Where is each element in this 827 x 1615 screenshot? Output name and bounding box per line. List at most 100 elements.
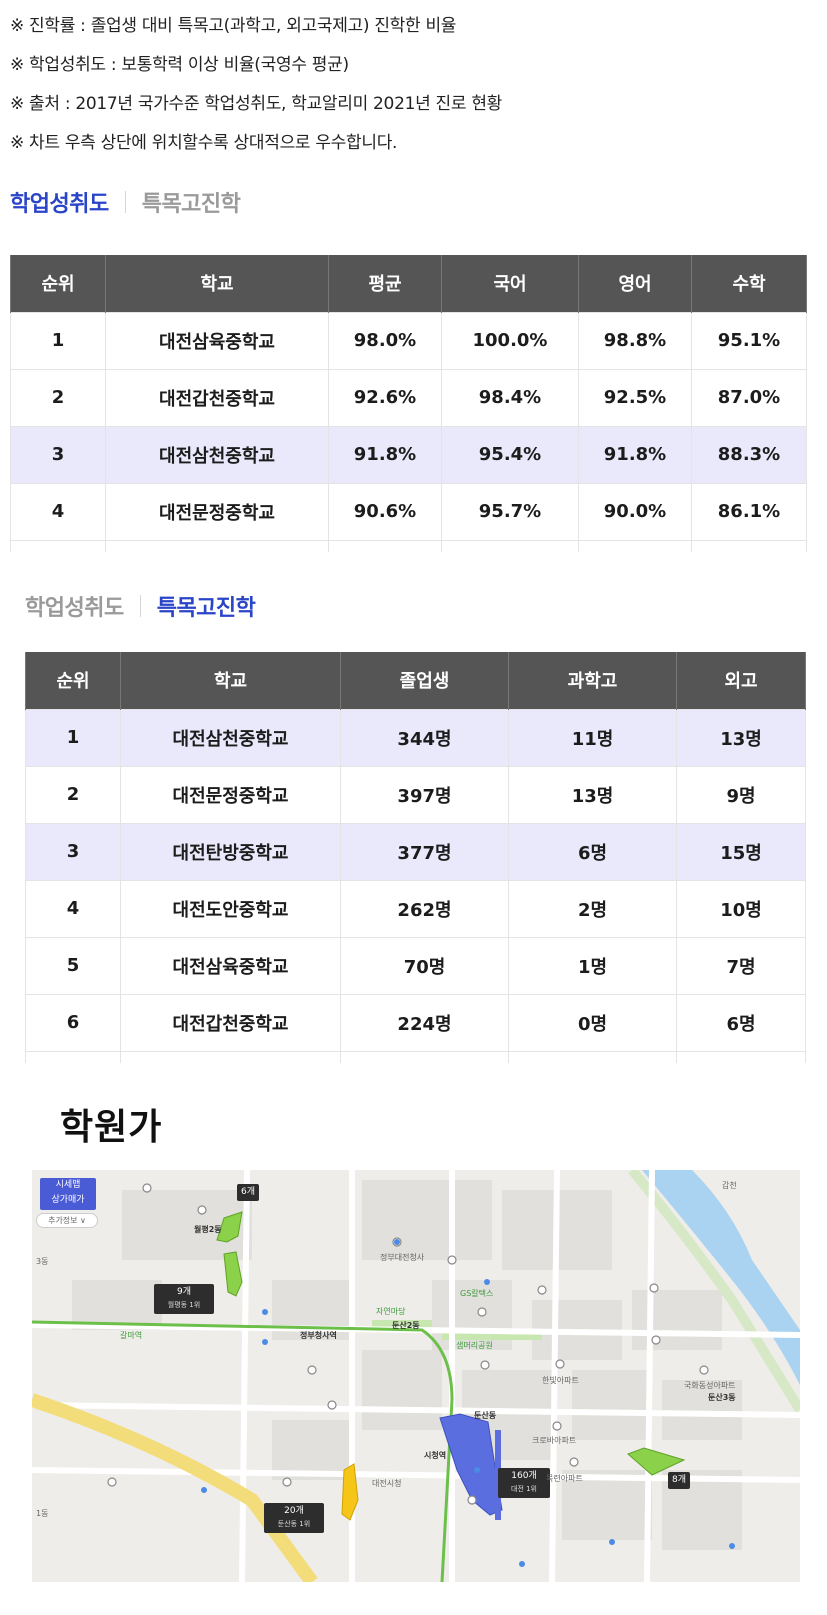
table-header-row: 순위 학교 졸업생 과학고 외고 bbox=[25, 652, 806, 709]
map-place-label: 시청역 bbox=[424, 1451, 447, 1460]
cell-rank: 2 bbox=[25, 765, 121, 824]
cluster-marker[interactable]: 6개 bbox=[237, 1184, 260, 1201]
cell-graduates: 377명 bbox=[340, 822, 509, 881]
cell-rank: 2 bbox=[10, 368, 106, 427]
col-rank: 순위 bbox=[25, 652, 121, 709]
table-row: 5 대전삼육중학교 70명 1명 7명 bbox=[25, 936, 806, 995]
cell-school: 대전갑천중학교 bbox=[105, 368, 329, 427]
cell-empty bbox=[328, 539, 442, 552]
cluster-marker[interactable]: 8개 bbox=[668, 1472, 691, 1489]
map-place-label: 정부대전청사 bbox=[380, 1253, 425, 1262]
cluster-count: 9개 bbox=[176, 1287, 191, 1297]
map-place-label: 둔산3동 bbox=[708, 1393, 736, 1402]
map-place-label: 갑천 bbox=[722, 1181, 737, 1190]
cell-rank: 1 bbox=[10, 311, 106, 370]
cell-math: 88.3% bbox=[691, 425, 807, 484]
cluster-marker[interactable]: 160개 대전 1위 bbox=[498, 1468, 550, 1498]
cell-foreign-lang-high: 15명 bbox=[676, 822, 806, 881]
tab-achievement[interactable]: 학업성취도 bbox=[25, 596, 124, 621]
cell-foreign-lang-high: 10명 bbox=[676, 879, 806, 938]
academy-area-green[interactable] bbox=[216, 1211, 243, 1243]
cluster-marker[interactable]: 9개 월평동 1위 bbox=[154, 1284, 214, 1314]
note-advance-rate: ※ 진학률 : 졸업생 대비 특목고(과학고, 외고국제고) 진학한 비율 bbox=[10, 16, 457, 36]
cluster-rank: 둔산동 1위 bbox=[277, 1520, 311, 1528]
tab-special-high[interactable]: 특목고진학 bbox=[141, 192, 241, 217]
cell-math: 95.1% bbox=[691, 311, 807, 370]
map-place-label: 정부청사역 bbox=[300, 1331, 337, 1340]
table-header-row: 순위 학교 평균 국어 영어 수학 bbox=[10, 255, 807, 312]
cell-science-high: 0명 bbox=[508, 993, 677, 1052]
cluster-count: 8개 bbox=[672, 1475, 687, 1485]
tab-special-high[interactable]: 특목고진학 bbox=[156, 596, 256, 621]
map-place-label: 대전시청 bbox=[372, 1479, 402, 1488]
academy-area-blue[interactable] bbox=[439, 1413, 503, 1516]
cell-graduates: 224명 bbox=[340, 993, 509, 1052]
cell-school: 대전문정중학교 bbox=[105, 482, 329, 541]
tab-divider bbox=[139, 595, 141, 617]
river-shape bbox=[642, 1170, 800, 1385]
table-row: 4 대전문정중학교 90.6% 95.7% 90.0% 86.1% bbox=[10, 482, 807, 541]
map-place-label: 3동 bbox=[36, 1257, 49, 1266]
cell-school: 대전삼천중학교 bbox=[120, 708, 341, 767]
academy-area-yellow[interactable] bbox=[341, 1463, 359, 1521]
cell-rank: 3 bbox=[10, 425, 106, 484]
cell-average: 98.0% bbox=[328, 311, 442, 370]
cell-korean: 100.0% bbox=[441, 311, 579, 370]
cell-english: 91.8% bbox=[578, 425, 692, 484]
cell-math: 87.0% bbox=[691, 368, 807, 427]
note-achievement: ※ 학업성취도 : 보통학력 이상 비율(국영수 평균) bbox=[10, 55, 349, 75]
academy-area-green[interactable] bbox=[223, 1251, 243, 1297]
cell-english: 90.0% bbox=[578, 482, 692, 541]
map-place-label: 월평2동 bbox=[194, 1225, 222, 1234]
map-place-label: 목련아파트 bbox=[546, 1474, 583, 1483]
table-row: 6 대전갑천중학교 224명 0명 6명 bbox=[25, 993, 806, 1052]
table-row: 2 대전문정중학교 397명 13명 9명 bbox=[25, 765, 806, 824]
cell-science-high: 2명 bbox=[508, 879, 677, 938]
cluster-count: 20개 bbox=[284, 1506, 304, 1516]
cell-empty bbox=[10, 539, 106, 552]
table-row-cut bbox=[25, 1050, 806, 1063]
cell-average: 92.6% bbox=[328, 368, 442, 427]
map-place-label: 갈마역 bbox=[120, 1331, 143, 1340]
map-extra-info-button[interactable]: 추가정보 ∨ bbox=[36, 1213, 98, 1228]
cell-empty bbox=[676, 1050, 806, 1063]
cell-science-high: 13명 bbox=[508, 765, 677, 824]
cell-science-high: 1명 bbox=[508, 936, 677, 995]
cell-empty bbox=[340, 1050, 509, 1063]
cell-graduates: 397명 bbox=[340, 765, 509, 824]
col-school: 학교 bbox=[105, 255, 329, 312]
tab-divider bbox=[124, 191, 126, 213]
cell-empty bbox=[578, 539, 692, 552]
table-row-cut bbox=[10, 539, 807, 552]
cluster-marker[interactable]: 20개 둔산동 1위 bbox=[264, 1503, 324, 1533]
map-layer-badge[interactable]: 시세맵 상가매가 bbox=[40, 1178, 96, 1210]
map-place-label: 크로바아파트 bbox=[532, 1436, 577, 1445]
cell-school: 대전삼육중학교 bbox=[105, 311, 329, 370]
cell-math: 86.1% bbox=[691, 482, 807, 541]
cell-english: 98.8% bbox=[578, 311, 692, 370]
map-place-label: 1동 bbox=[36, 1509, 49, 1518]
col-english: 영어 bbox=[578, 255, 692, 312]
note-source: ※ 출처 : 2017년 국가수준 학업성취도, 학교알리미 2021년 진로 … bbox=[10, 94, 503, 114]
table-row: 2 대전갑천중학교 92.6% 98.4% 92.5% 87.0% bbox=[10, 368, 807, 427]
cell-rank: 1 bbox=[25, 708, 121, 767]
cell-average: 90.6% bbox=[328, 482, 442, 541]
cell-korean: 95.7% bbox=[441, 482, 579, 541]
cell-school: 대전삼육중학교 bbox=[120, 936, 341, 995]
table-row-highlighted: 3 대전탄방중학교 377명 6명 15명 bbox=[25, 822, 806, 881]
academy-map[interactable]: 시세맵 상가매가 추가정보 ∨ 6개 9개 월평동 1위 20개 둔산동 1위 … bbox=[32, 1170, 800, 1582]
col-school: 학교 bbox=[120, 652, 341, 709]
notes: ※ 진학률 : 졸업생 대비 특목고(과학고, 외고국제고) 진학한 비율 ※ … bbox=[10, 10, 502, 166]
col-average: 평균 bbox=[328, 255, 442, 312]
academy-area-green[interactable] bbox=[627, 1447, 686, 1476]
tabs-achievement-section: 학업성취도 특목고진학 bbox=[10, 186, 241, 218]
col-science-high: 과학고 bbox=[508, 652, 677, 709]
tabs-special-section: 학업성취도 특목고진학 bbox=[25, 590, 256, 622]
cluster-rank: 대전 1위 bbox=[511, 1485, 537, 1493]
col-foreign-lang-high: 외고 bbox=[676, 652, 806, 709]
tab-achievement[interactable]: 학업성취도 bbox=[10, 192, 109, 217]
cell-school: 대전문정중학교 bbox=[120, 765, 341, 824]
col-graduates: 졸업생 bbox=[340, 652, 509, 709]
cell-empty bbox=[441, 539, 579, 552]
cell-foreign-lang-high: 13명 bbox=[676, 708, 806, 767]
